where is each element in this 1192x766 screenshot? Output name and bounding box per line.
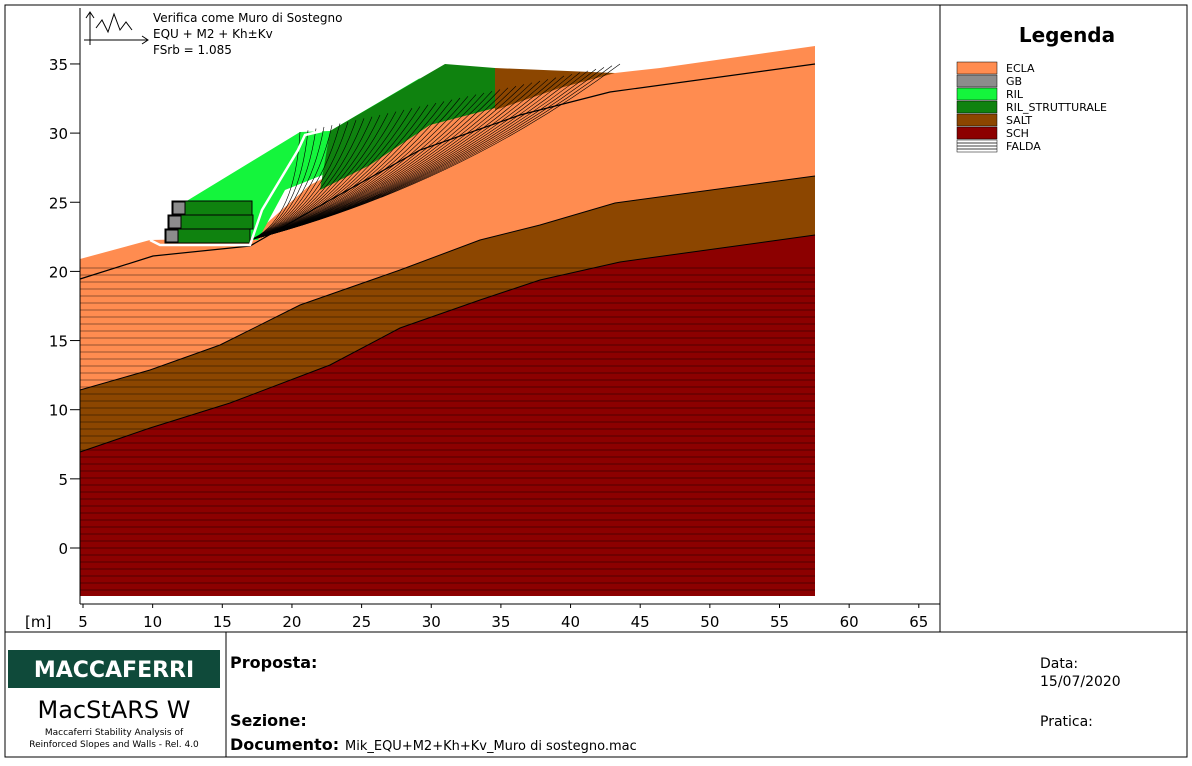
slip-line [249,118,365,241]
legend-swatch [956,74,998,88]
proposta-label: Proposta: [230,653,317,672]
boundary-line [79,175,816,391]
plot-subtitle: EQU + M2 + Kh±Kv [153,27,273,41]
layer-ril-strutturale [320,64,495,190]
slip-line [249,120,357,241]
product: MacStARS W [38,696,191,724]
legend-swatch [956,100,998,114]
brand: MACCAFERRI [34,658,194,683]
falda-hatch [80,267,815,591]
legend-swatch [956,113,998,127]
layer-salt-top [495,68,615,110]
legend-swatch [956,126,998,140]
method-icon [84,11,149,45]
x-tick-label: 45 [631,613,650,631]
legend-label: RIL_STRUTTURALE [1006,101,1107,114]
y-tick-label: 30 [49,125,68,143]
critical-surface [149,129,323,247]
x-tick-label: 30 [422,613,441,631]
x-tick-label: 55 [770,613,789,631]
layer-ecla [80,46,815,390]
x-tick-label: 35 [491,613,510,631]
plot-title: Verifica come Muro di Sostegno [153,11,343,25]
brand-box [8,650,220,688]
y-tick-label: 35 [49,56,68,74]
y-tick-label: 0 [58,540,68,558]
slip-line [249,126,325,241]
x-tick-label: 5 [78,613,88,631]
documento: Mik_EQU+M2+Kh+Kv_Muro di sostegno.mac [345,739,637,754]
data-label: Data: [1040,656,1078,672]
legend-title: Legenda [1019,23,1115,47]
y-tick-label: 15 [49,333,68,351]
sezione-label: Sezione: [230,711,307,730]
gabion-gb [172,201,186,215]
slip-line [249,130,309,241]
plot-fs: FSrb = 1.085 [153,43,232,57]
x-tick-label: 15 [213,613,232,631]
legend-label: SCH [1006,127,1029,140]
layer-salt [80,176,815,452]
gabion [171,200,253,216]
x-tick-label: 10 [143,613,162,631]
slip-line [249,121,349,241]
slip-line [249,125,333,241]
legend-label: GB [1006,75,1022,88]
legend-label: FALDA [1006,140,1041,153]
y-tick-label: 25 [49,194,68,212]
data: 15/07/2020 [1040,674,1121,690]
product-sub: Maccaferri Stability Analysis of [45,728,184,738]
unit-label: [m] [25,613,51,631]
x-tick-label: 25 [352,613,371,631]
x-tick-label: 65 [909,613,928,631]
x-tick-label: 20 [282,613,301,631]
slip-line [249,63,621,241]
legend-swatch [956,87,998,101]
legend-swatch [956,61,998,75]
legend-label: SALT [1006,114,1032,127]
x-tick-label: 60 [840,613,859,631]
boundary-line [79,63,816,280]
axis-ticks: 5 10 15 20 25 30 35 40 45 50 55 60 65 0 5 10 15 20 25 30 35 [49,56,928,631]
slip-line [249,128,317,241]
documento-label: Documento: [230,735,339,754]
boundary-line [79,234,816,453]
x-tick-label: 50 [700,613,719,631]
legend-label: ECLA [1006,62,1035,75]
y-tick-label: 20 [49,263,68,281]
y-tick-label: 5 [58,471,68,489]
gabion-gb [165,229,179,243]
gabion-gb [168,215,182,229]
product-sub: Reinforced Slopes and Walls - Rel. 4.0 [29,740,199,750]
slip-line [249,123,341,241]
x-tick-label: 40 [561,613,580,631]
y-tick-label: 10 [49,402,68,420]
pratica-label: Pratica: [1040,714,1093,730]
legend-label: RIL [1006,88,1024,101]
